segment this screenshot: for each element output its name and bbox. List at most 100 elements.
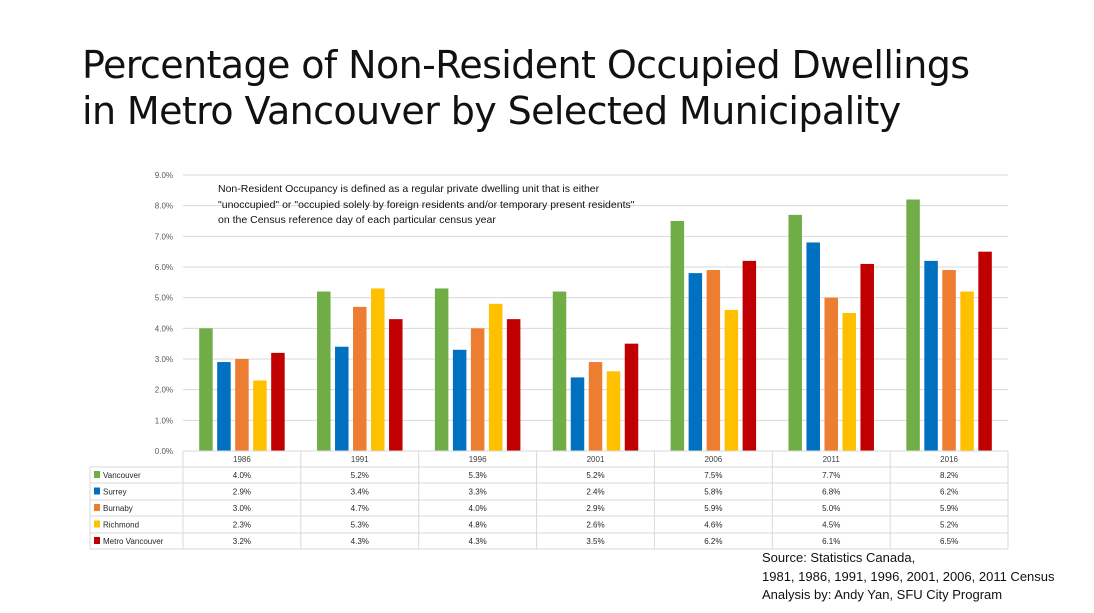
data-label: 7.5% [704,471,722,480]
title-line: Percentage of Non-Resident Occupied Dwel… [82,43,970,87]
y-tick-label: 6.0% [155,263,173,272]
x-category-label: 2011 [823,455,841,464]
y-tick-label: 7.0% [155,232,173,241]
bar-burnaby-2011 [824,297,838,451]
data-label: 4.5% [822,521,840,530]
bar-metro-vancouver-2006 [742,260,757,451]
bar-metro-vancouver-1991 [389,319,403,451]
source-line: 1981, 1986, 1991, 1996, 2001, 2006, 2011… [762,568,1055,584]
data-label: 6.5% [940,537,958,546]
data-label: 5.2% [586,471,604,480]
bar-richmond-1991 [371,288,385,451]
data-label: 4.8% [469,521,487,530]
x-category-label: 2001 [587,455,605,464]
data-label: 2.6% [586,521,604,530]
source-line: Source: Statistics Canada, [762,550,916,565]
bar-burnaby-1986 [235,359,249,451]
definition-note: Non-Resident Occupancy is defined as a r… [218,183,635,226]
bar-richmond-1986 [253,380,267,451]
bar-richmond-2001 [606,371,621,451]
x-category-label: 1991 [351,455,369,464]
bar-burnaby-1991 [353,306,367,451]
data-label: 4.6% [704,521,722,530]
legend-label: Vancouver [103,471,141,480]
data-label: 6.1% [822,537,840,546]
bar-surrey-2016 [924,260,938,451]
y-tick-label: 3.0% [155,355,173,364]
bar-surrey-2006 [688,273,703,451]
legend-label: Burnaby [103,504,133,513]
data-label: 4.3% [351,537,369,546]
bar-richmond-2016 [960,291,974,451]
data-label: 4.7% [351,504,369,513]
bar-metro-vancouver-2016 [978,251,992,451]
bar-burnaby-2001 [588,362,603,451]
data-label: 5.9% [940,504,958,513]
data-label: 5.9% [704,504,722,513]
data-label: 5.2% [940,521,958,530]
data-label: 6.2% [940,488,958,497]
title-line: in Metro Vancouver by Selected Municipal… [82,89,901,133]
data-label: 6.8% [822,488,840,497]
bar-surrey-2011 [806,242,820,451]
data-label: 3.0% [233,504,251,513]
bar-vancouver-2016 [906,199,920,451]
bar-metro-vancouver-1986 [271,352,285,451]
legend-key [94,471,100,478]
x-category-label: 1996 [469,455,487,464]
bar-burnaby-2016 [942,270,956,451]
legend-key [94,487,100,495]
bar-surrey-1986 [217,362,231,451]
source-line: Analysis by: Andy Yan, SFU City Program [762,587,1003,602]
bar-surrey-2001 [570,377,585,451]
data-label: 3.4% [351,488,369,497]
y-tick-label: 9.0% [155,171,173,180]
bar-metro-vancouver-2011 [860,263,874,451]
data-label: 2.3% [233,521,251,530]
page-title: Percentage of Non-Resident Occupied Dwel… [82,42,970,134]
source-text: Source: Statistics Canada, 1981, 1986, 1… [762,549,1055,605]
bar-vancouver-1986 [199,328,213,451]
data-label: 4.0% [469,504,487,513]
data-label: 5.3% [351,521,369,530]
legend-key [94,504,100,511]
data-label: 3.5% [586,537,604,546]
bar-metro-vancouver-1996 [506,319,521,451]
y-tick-label: 4.0% [155,324,173,333]
y-tick-label: 5.0% [155,294,173,303]
bar-richmond-2006 [724,309,739,451]
data-label: 8.2% [940,471,958,480]
data-label: 7.7% [822,471,840,480]
y-tick-label: 2.0% [155,386,173,395]
data-label: 4.3% [469,537,487,546]
data-label: 5.2% [351,471,369,480]
data-label: 2.9% [586,504,604,513]
data-label: 5.8% [704,488,722,497]
bar-vancouver-2001 [552,291,567,451]
y-tick-label: 0.0% [155,447,173,456]
data-label: 3.3% [469,488,487,497]
data-label: 2.9% [233,488,251,497]
bar-vancouver-1996 [434,288,449,451]
bar-metro-vancouver-2001 [624,343,639,451]
data-label: 3.2% [233,537,251,546]
x-category-label: 2016 [940,455,958,464]
legend-label: Surrey [103,488,127,497]
data-label: 4.0% [233,471,251,480]
bar-burnaby-1996 [470,328,485,451]
legend-key [94,537,100,544]
bar-surrey-1996 [452,349,467,451]
x-category-label: 1986 [233,455,251,464]
y-tick-label: 1.0% [155,416,173,425]
legend-key [94,520,100,528]
data-label: 6.2% [704,537,722,546]
bar-vancouver-1991 [317,291,331,451]
data-label: 5.3% [469,471,487,480]
bar-vancouver-2011 [788,214,802,451]
bar-burnaby-2006 [706,270,721,451]
bar-richmond-1996 [488,303,503,451]
y-tick-label: 8.0% [155,202,173,211]
legend-label: Metro Vancouver [103,537,164,546]
legend-label: Richmond [103,521,139,530]
